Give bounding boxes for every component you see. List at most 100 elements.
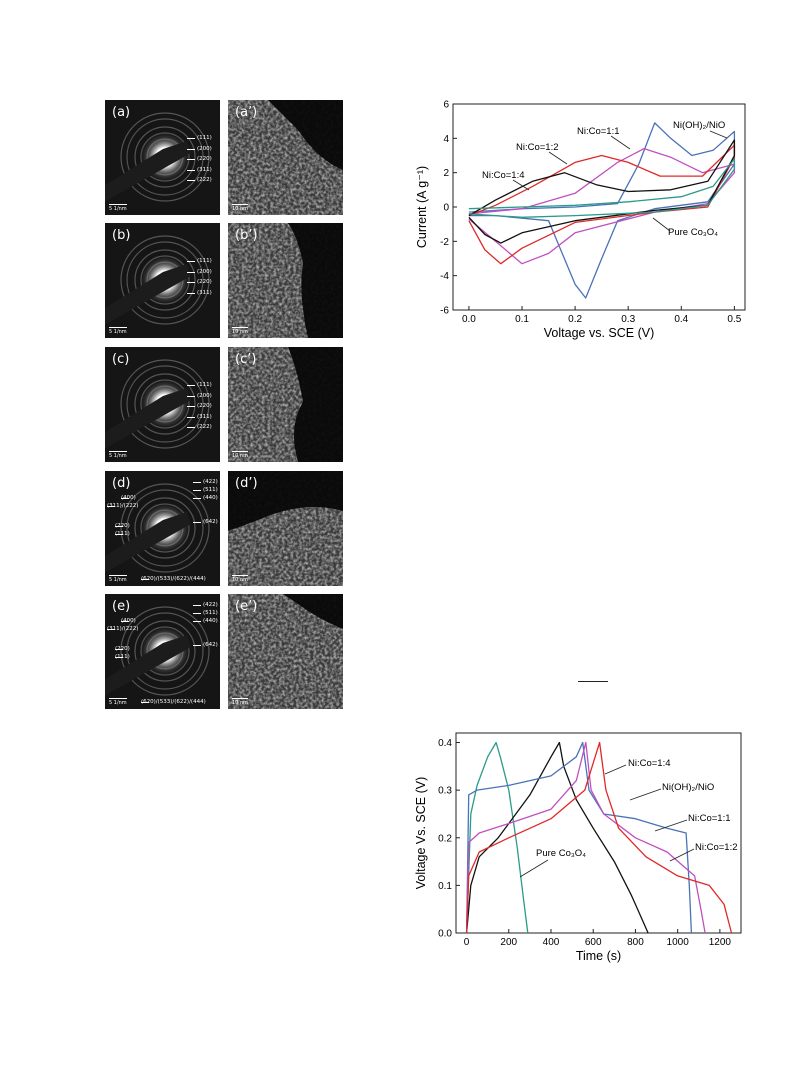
x-axis-label: Voltage vs. SCE (V) (544, 326, 654, 340)
panel-label: (d’) (235, 476, 258, 491)
y-tick-label: 0.3 (438, 786, 452, 797)
panel-label: (d) (112, 476, 131, 491)
series-line (468, 158, 736, 218)
hrtem-texture (228, 594, 343, 709)
ring-index-label: (200) (187, 392, 212, 399)
x-tick-label: 0.4 (674, 314, 688, 325)
diffraction-ring (120, 112, 210, 202)
scale-bar: 5 1/nm (109, 698, 127, 706)
diffraction-ring (134, 249, 196, 311)
ring-index-label: (220) (115, 523, 130, 529)
series-annotation: Pure Co₃O₄ (536, 848, 586, 859)
x-tick-label: 0 (464, 937, 470, 948)
ring-index-label: (220) (187, 156, 212, 162)
scale-bar: 10 nm (232, 575, 248, 583)
beam-stopper (105, 512, 191, 573)
vacuum-region (288, 347, 343, 462)
x-tick-label: 800 (627, 937, 644, 948)
ring-index-label: (642) (193, 642, 218, 648)
x-tick-label: 400 (543, 937, 560, 948)
ring-index-label: (620)/(533)/(622)/(444) (141, 699, 206, 705)
vacuum-region (228, 471, 343, 531)
y-tick-label: 0.4 (438, 738, 452, 749)
ring-index-label: (440) (193, 618, 218, 624)
ring-index-label: (511) (193, 610, 218, 616)
ring-index-label: (111) (187, 135, 212, 141)
series-line (465, 741, 706, 934)
scale-bar: 10 nm (232, 327, 248, 335)
diffraction-ring (120, 606, 210, 696)
y-tick-label: 0 (443, 203, 449, 214)
diffraction-ring (120, 235, 210, 325)
diffraction-rings (105, 112, 210, 202)
hrtem-texture (228, 471, 343, 586)
x-tick-label: 0.3 (621, 314, 635, 325)
scale-bar: 10 nm (232, 698, 248, 706)
series-annotation: Ni:Co=1:4 (628, 758, 671, 769)
ring-index-label: (400) (121, 618, 136, 624)
y-axis-label: Current (A g⁻¹) (415, 166, 429, 248)
ring-index-label: (422) (193, 479, 218, 485)
series-annotation: Ni(OH)₂/NiO (662, 782, 714, 793)
panel-label: (c) (112, 352, 130, 367)
ring-index-label: (620)/(533)/(622)/(444) (141, 576, 206, 582)
x-tick-label: 1000 (667, 937, 690, 948)
ring-index-label: (311) (187, 413, 212, 420)
y-tick-label: 2 (443, 168, 449, 179)
annotation-leader (654, 819, 688, 832)
panel-label: (c’) (235, 352, 257, 367)
series-annotation: Ni:Co=1:4 (482, 170, 525, 181)
annotation-leader (548, 151, 568, 165)
diffraction-ring (126, 489, 204, 567)
panel-label: (e’) (235, 599, 258, 614)
saed-pattern-panel: (e) 5 1/nm (422) (511) (440) (642) (400) (311)/… (105, 594, 220, 709)
ring-index-label: (220) (187, 279, 212, 285)
plot-frame (455, 732, 742, 934)
panel-label: (a) (112, 105, 131, 120)
hrtem-image-panel: (d’) 10 nm (228, 471, 343, 586)
saed-pattern-panel: (d) 5 1/nm (422) (511) (440) (642) (400) (311)/… (105, 471, 220, 586)
x-tick-label: 1200 (709, 937, 732, 948)
ring-index-label: (111) (187, 382, 212, 388)
x-tick-label: 0.2 (568, 314, 582, 325)
diffraction-ring (134, 126, 196, 188)
ring-index-label: (422) (193, 602, 218, 608)
saed-pattern-panel: (c) 5 1/nm (111) (200) (220) (311) (222) (105, 347, 220, 462)
series-line (465, 741, 733, 934)
cv-chart: 0.0 0.1 0.2 0.3 0.4 0.5 6 4 2 0 -2 -4 -6 Voltage vs. … (415, 100, 746, 340)
annotation-leader (610, 135, 631, 150)
ring-index-label: (511) (193, 487, 218, 493)
y-tick-label: -6 (440, 306, 449, 317)
y-tick-label: -2 (440, 237, 449, 248)
y-tick-label: 0.1 (438, 881, 452, 892)
ring-index-label: (311)/(222) (107, 626, 139, 632)
series-annotation: Ni:Co=1:1 (688, 813, 731, 824)
hrtem-texture (228, 100, 343, 215)
series-line (468, 139, 736, 244)
y-tick-label: 0.2 (438, 833, 452, 844)
annotation-leader (669, 848, 695, 862)
scale-bar: 10 nm (232, 451, 248, 459)
ring-index-label: (311) (187, 289, 212, 296)
ring-index-label: (311) (187, 166, 212, 173)
x-tick-label: 200 (500, 937, 517, 948)
series-annotation: Ni(OH)₂/NiO (673, 120, 725, 131)
ring-index-label: (220) (187, 403, 212, 409)
ring-index-label: (440) (193, 495, 218, 501)
beam-stopper (105, 264, 191, 325)
annotation-leader (652, 217, 671, 232)
ring-index-label: (200) (187, 145, 212, 152)
y-tick-label: 0.0 (438, 929, 452, 940)
annotation-leader (519, 859, 549, 878)
ring-index-label: (311)/(222) (107, 503, 139, 509)
hrtem-image-panel: (c’) 10 nm (228, 347, 343, 462)
diffraction-rings (105, 235, 210, 325)
diffraction-ring (134, 620, 196, 682)
beam-stopper (105, 388, 191, 449)
series-annotation: Ni:Co=1:2 (516, 142, 559, 153)
scale-bar: 5 1/nm (109, 327, 127, 335)
diffraction-rings (105, 359, 210, 449)
y-axis-label: Voltage Vs. SCE (V) (414, 777, 428, 890)
diffraction-ring (134, 373, 196, 435)
diffraction-ring (126, 118, 204, 196)
